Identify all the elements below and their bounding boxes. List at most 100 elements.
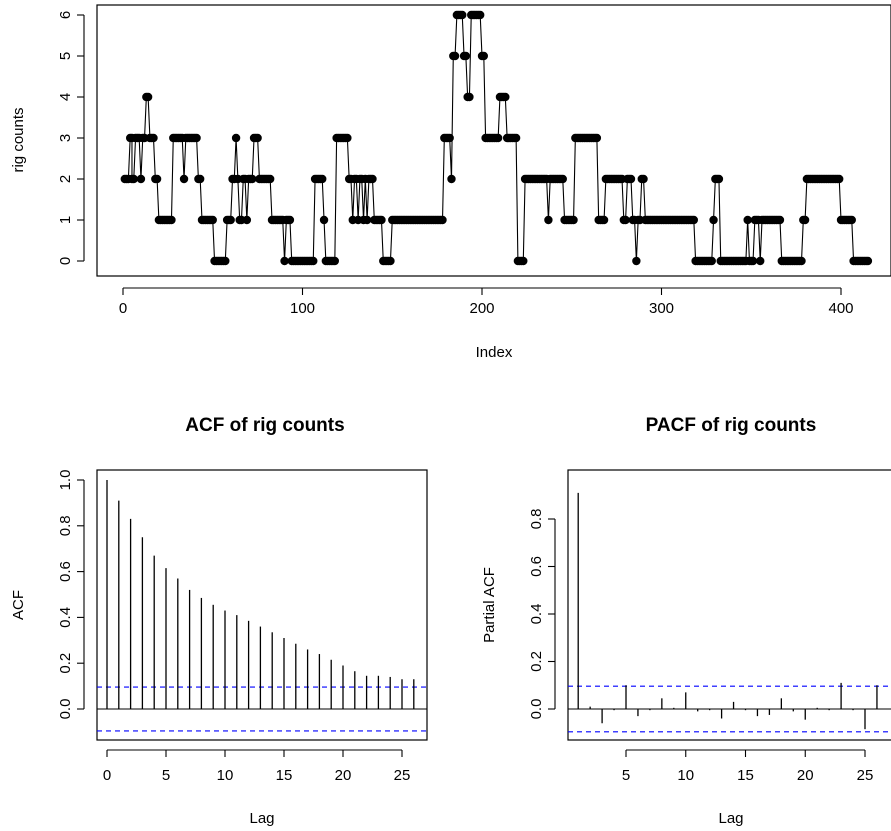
data-point xyxy=(192,133,201,143)
data-point xyxy=(501,92,510,102)
data-point xyxy=(377,215,386,225)
data-point xyxy=(599,215,609,225)
data-point xyxy=(476,10,485,20)
x-axis: 0 5 10 15 20 25 xyxy=(103,749,411,784)
x-axis-label: Lag xyxy=(249,810,274,827)
data-point xyxy=(689,215,699,225)
data-point xyxy=(450,51,460,61)
y-tick-label: 6 xyxy=(57,11,74,19)
x-axis-label: Lag xyxy=(718,810,743,827)
data-point xyxy=(143,92,153,102)
data-point xyxy=(280,256,289,266)
y-axis-label: Partial ACF xyxy=(481,567,498,643)
data-point xyxy=(242,215,252,225)
data-point xyxy=(221,256,230,266)
y-tick-label: 1 xyxy=(57,216,74,224)
y-tick-label: 0.0 xyxy=(528,699,545,720)
y-axis: 0.0 0.2 0.4 0.6 0.8 1.0 xyxy=(57,470,85,720)
data-point xyxy=(797,256,806,266)
y-tick-label: 0.8 xyxy=(528,509,545,530)
data-point xyxy=(465,92,474,102)
data-point xyxy=(511,133,521,143)
acf-plot: ACF of rig counts 0 5 10 15 20 25 0.00.20.40.… xyxy=(10,415,428,827)
x-tick-label: 5 xyxy=(622,767,630,784)
y-tick-label: 0.4 xyxy=(57,607,74,628)
data-point xyxy=(447,174,456,184)
data-point xyxy=(626,174,636,184)
data-point xyxy=(800,215,810,225)
x-tick-label: 0 xyxy=(119,300,127,317)
data-point xyxy=(835,174,844,184)
y-tick-label: 0.2 xyxy=(528,651,545,672)
y-tick-label: 0 xyxy=(57,257,74,265)
x-tick-label: 300 xyxy=(649,300,674,317)
x-tick-label: 15 xyxy=(737,767,754,784)
x-tick-label: 10 xyxy=(217,767,234,784)
data-point xyxy=(136,174,146,184)
pacf-marks xyxy=(568,492,891,733)
data-point xyxy=(445,133,454,143)
data-point xyxy=(319,215,329,225)
x-axis-label: Index xyxy=(476,344,513,361)
acf-marks xyxy=(97,480,427,732)
x-tick-label: 5 xyxy=(162,767,170,784)
pacf-plot: PACF of rig counts 5 10 15 20 25 0.00.20.40.… xyxy=(481,415,891,827)
y-tick-label: 3 xyxy=(57,134,74,142)
x-tick-label: 20 xyxy=(797,767,814,784)
x-axis: 0 100 200 300 400 xyxy=(119,287,854,317)
data-point xyxy=(714,174,724,184)
data-point xyxy=(318,174,327,184)
y-tick-label: 0.0 xyxy=(57,699,74,720)
plot-frame xyxy=(96,469,428,741)
plot-frame xyxy=(96,4,891,277)
data-point xyxy=(285,215,295,225)
data-point xyxy=(863,256,873,266)
data-point xyxy=(149,133,158,143)
y-axis: 0.0 0.2 0.4 0.6 0.8 xyxy=(528,509,556,720)
data-point xyxy=(265,174,275,184)
y-tick-label: 5 xyxy=(57,52,74,60)
y-tick-label: 0.2 xyxy=(57,653,74,674)
data-point xyxy=(743,215,752,225)
x-tick-label: 20 xyxy=(335,767,352,784)
x-tick-label: 10 xyxy=(677,767,694,784)
data-point xyxy=(195,174,205,184)
x-tick-label: 25 xyxy=(394,767,411,784)
data-point xyxy=(847,215,856,225)
y-tick-label: 2 xyxy=(57,175,74,183)
data-point xyxy=(493,133,503,143)
data-point xyxy=(558,174,567,184)
y-axis: 0 1 2 3 4 5 6 xyxy=(57,11,85,265)
y-axis-label: ACF xyxy=(10,590,27,620)
data-point xyxy=(461,51,471,61)
data-point xyxy=(748,256,758,266)
y-axis-label: rig counts xyxy=(10,107,27,172)
x-tick-label: 15 xyxy=(276,767,293,784)
data-point xyxy=(386,256,395,266)
x-tick-label: 25 xyxy=(857,767,874,784)
data-point xyxy=(519,256,528,266)
data-point xyxy=(167,215,176,225)
data-point xyxy=(343,133,352,143)
acf-plot-title: ACF of rig counts xyxy=(185,415,344,436)
data-point xyxy=(479,51,488,61)
series-marks xyxy=(120,10,873,266)
data-point xyxy=(248,174,257,184)
data-point xyxy=(592,133,602,143)
data-point xyxy=(639,174,648,184)
data-point xyxy=(309,256,318,266)
plot-frame xyxy=(567,469,891,741)
data-point xyxy=(208,215,217,225)
data-point xyxy=(368,174,377,184)
x-tick-label: 0 xyxy=(103,767,111,784)
data-point xyxy=(330,256,340,266)
data-point xyxy=(226,215,235,225)
y-tick-label: 0.6 xyxy=(528,556,545,577)
data-point xyxy=(621,215,630,225)
data-point xyxy=(756,256,765,266)
pacf-plot-title: PACF of rig counts xyxy=(646,415,817,436)
data-point xyxy=(707,256,716,266)
rig-counts-series-plot: 0 100 200 300 400 0 1 2 3 4 5 6 Index rig counts xyxy=(10,4,891,361)
data-point xyxy=(231,133,241,143)
